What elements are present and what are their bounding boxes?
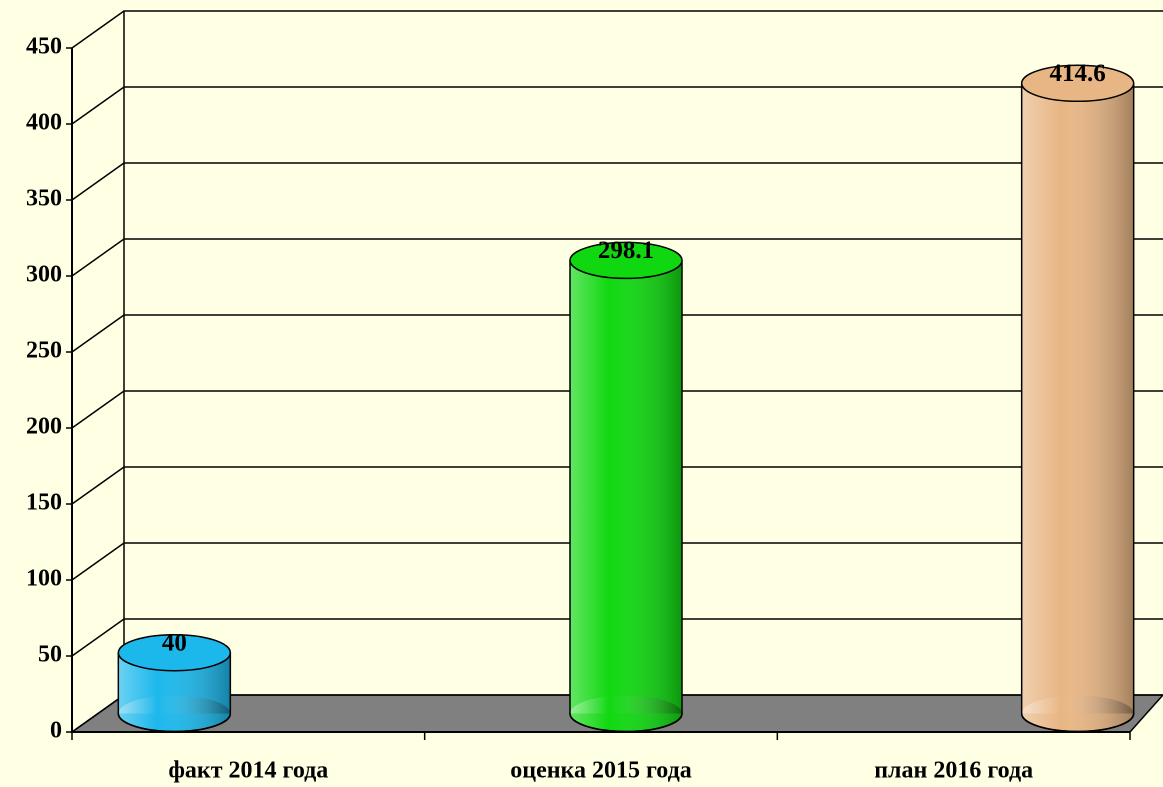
cylinder-top: [1020, 64, 1135, 103]
y-tick-label: 400: [26, 110, 62, 136]
grid-line: [71, 162, 1163, 201]
bar-bottom-cover: [118, 695, 231, 732]
cylinder-top: [569, 241, 683, 280]
y-tick-label: 0: [50, 718, 62, 744]
y-tick-label: 250: [26, 338, 62, 364]
grid-line: [71, 542, 1163, 581]
grid-line: [71, 390, 1163, 429]
bar-outline: [117, 652, 232, 733]
bar-outline: [1020, 83, 1135, 733]
bar-bottom-cover: [570, 695, 682, 732]
grid-line: [71, 466, 1163, 505]
y-tick-label: 450: [26, 34, 62, 60]
bar-shade: [1021, 83, 1134, 714]
grid-line: [71, 86, 1163, 125]
y-tick-label: 200: [26, 414, 62, 440]
y-tick-label: 150: [26, 490, 62, 516]
cylinder: [117, 633, 232, 733]
y-tick-label: 350: [26, 186, 62, 212]
bar-bottom-cover: [1021, 695, 1134, 732]
grid-line: [71, 618, 1163, 657]
grid-line: [71, 238, 1163, 277]
x-tick-label: факт 2014 года: [168, 758, 328, 784]
y-tick-label: 50: [38, 642, 62, 668]
y-tick-label: 100: [26, 566, 62, 592]
cylinder: [1020, 64, 1135, 733]
grid-line: [71, 10, 1163, 49]
bar-outline: [569, 260, 683, 733]
cylinder: [569, 241, 683, 733]
y-tick-label: 300: [26, 262, 62, 288]
x-tick-label: оценка 2015 года: [510, 758, 692, 784]
value-label: 298.1: [598, 237, 654, 264]
cylinder-top: [117, 633, 232, 672]
value-label: 414.6: [1050, 60, 1106, 87]
grid-line: [71, 314, 1163, 353]
value-label: 40: [162, 629, 187, 656]
bar-shade: [570, 260, 682, 714]
x-tick-label: план 2016 года: [874, 758, 1033, 784]
